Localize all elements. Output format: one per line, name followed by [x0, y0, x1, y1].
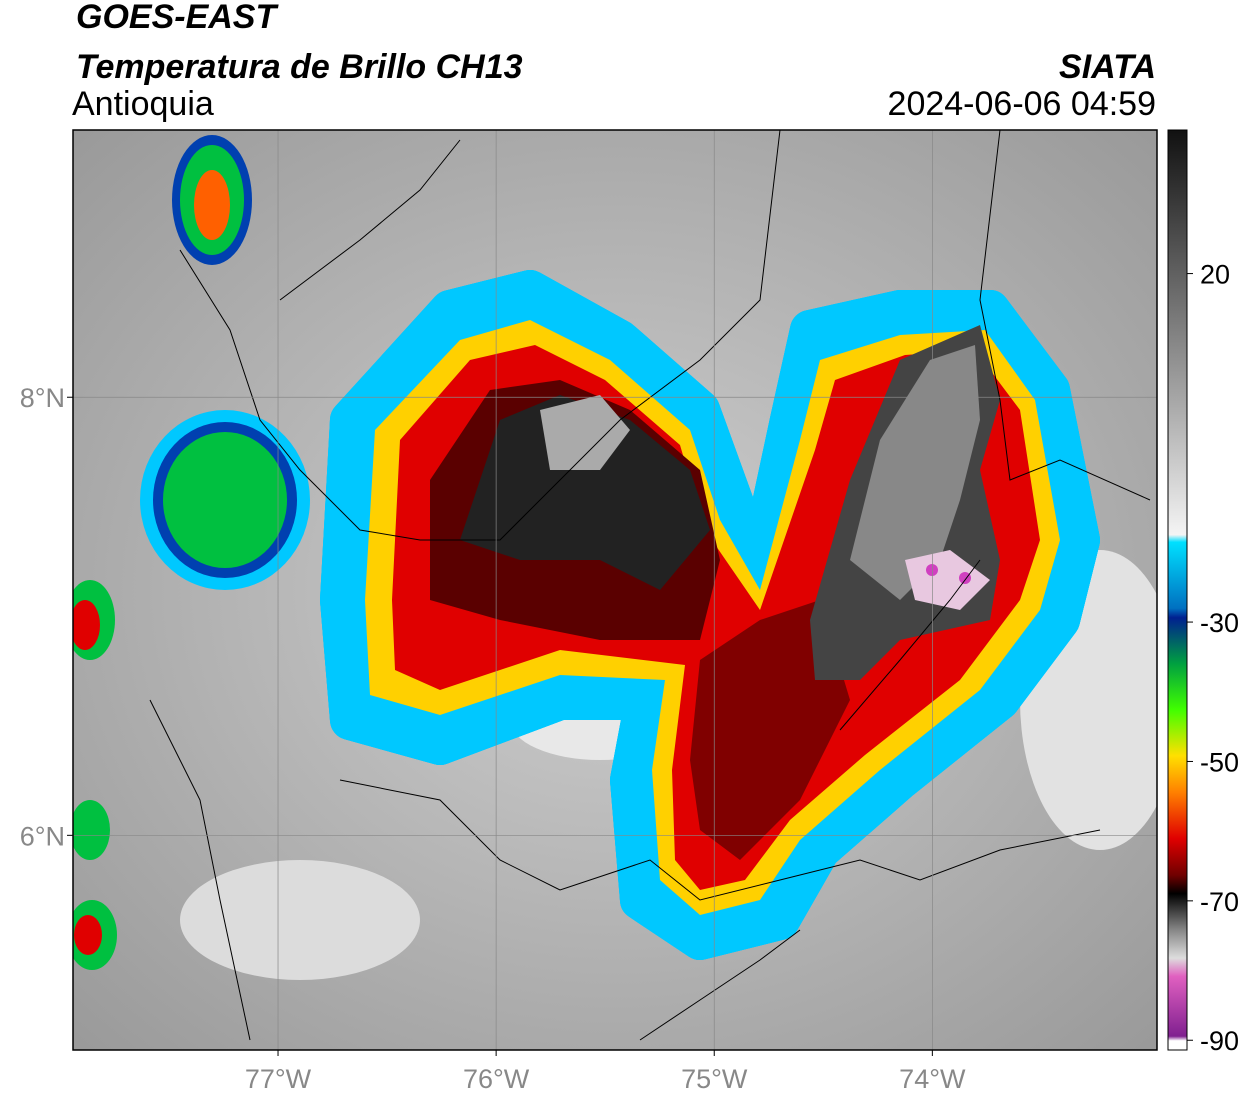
colorbar-label: -90 — [1200, 1026, 1239, 1056]
product: Temperatura de Brillo CH13 — [76, 48, 523, 86]
datetime: 2024-06-06 04:59 — [888, 85, 1156, 123]
storm — [320, 270, 1100, 960]
lat-label: 6°N — [20, 821, 65, 851]
frame — [72, 129, 1158, 1051]
lon-label: 76°W — [463, 1064, 530, 1094]
borders — [149, 130, 1151, 1041]
imagery — [73, 130, 1157, 1050]
lat-label: 8°N — [20, 383, 65, 413]
gridlines — [73, 130, 1157, 1050]
satellite: GOES-EAST — [76, 0, 279, 36]
cloud — [180, 860, 420, 980]
colorbar-label: -50 — [1200, 747, 1239, 777]
colorbar-label: 20 — [1200, 260, 1230, 290]
lon-label: 74°W — [899, 1064, 966, 1094]
colorbar-label: -70 — [1200, 887, 1239, 917]
region: Antioquia — [72, 85, 214, 123]
lon-label: 77°W — [245, 1064, 312, 1094]
colorbar-label: -30 — [1200, 608, 1239, 638]
source: SIATA — [1059, 48, 1156, 86]
colorbar — [1167, 129, 1188, 1051]
lon-label: 75°W — [681, 1064, 748, 1094]
storm-west — [73, 135, 310, 970]
